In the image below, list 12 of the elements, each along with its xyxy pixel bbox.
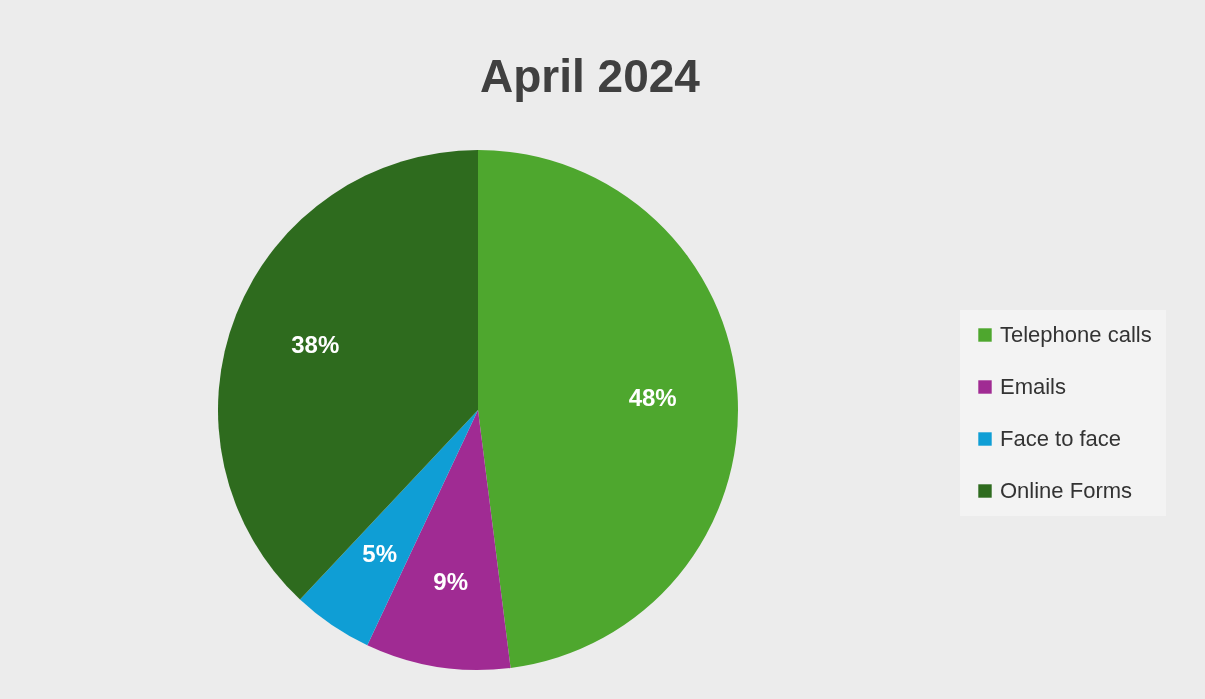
legend-label: Emails — [1000, 374, 1067, 399]
pie-slice — [300, 410, 478, 646]
legend-label: Face to face — [1000, 426, 1122, 451]
legend-label: Telephone calls — [1000, 322, 1152, 347]
pie-slice — [218, 150, 478, 600]
chart-title: April 2024 — [480, 50, 701, 102]
pie-slice — [478, 150, 738, 668]
data-label: 48% — [628, 384, 677, 412]
data-label: 38% — [291, 330, 340, 358]
data-label: 5% — [362, 539, 397, 567]
legend-label: Online Forms — [1000, 478, 1133, 503]
data-label: 9% — [433, 567, 468, 595]
